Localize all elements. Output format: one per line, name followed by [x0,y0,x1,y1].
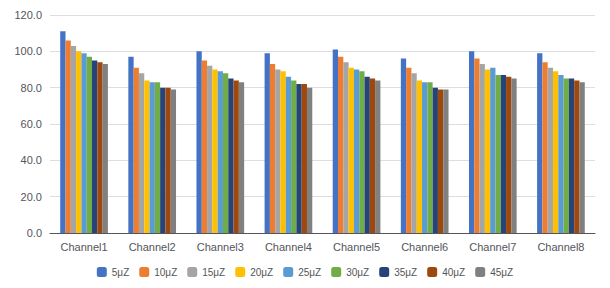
svg-text:40μZ: 40μZ [442,267,465,278]
svg-text:100.0: 100.0 [14,45,42,57]
svg-text:20μZ: 20μZ [250,267,273,278]
svg-text:Channel5: Channel5 [333,241,380,253]
svg-text:20.0: 20.0 [21,191,42,203]
svg-text:Channel7: Channel7 [469,241,516,253]
svg-text:25μZ: 25μZ [298,267,321,278]
svg-text:15μZ: 15μZ [202,267,225,278]
svg-text:Channel4: Channel4 [265,241,312,253]
svg-text:Channel2: Channel2 [129,241,176,253]
svg-text:0.0: 0.0 [27,227,42,239]
svg-text:40.0: 40.0 [21,154,42,166]
svg-text:45μZ: 45μZ [490,267,513,278]
svg-text:Channel6: Channel6 [401,241,448,253]
svg-text:5μZ: 5μZ [112,267,129,278]
svg-text:120.0: 120.0 [14,9,42,21]
svg-text:30μZ: 30μZ [346,267,369,278]
svg-text:Channel8: Channel8 [537,241,584,253]
svg-text:10μZ: 10μZ [154,267,177,278]
svg-text:35μZ: 35μZ [394,267,417,278]
svg-text:60.0: 60.0 [21,118,42,130]
svg-text:Channel1: Channel1 [61,241,108,253]
svg-text:80.0: 80.0 [21,82,42,94]
svg-text:Channel3: Channel3 [197,241,244,253]
